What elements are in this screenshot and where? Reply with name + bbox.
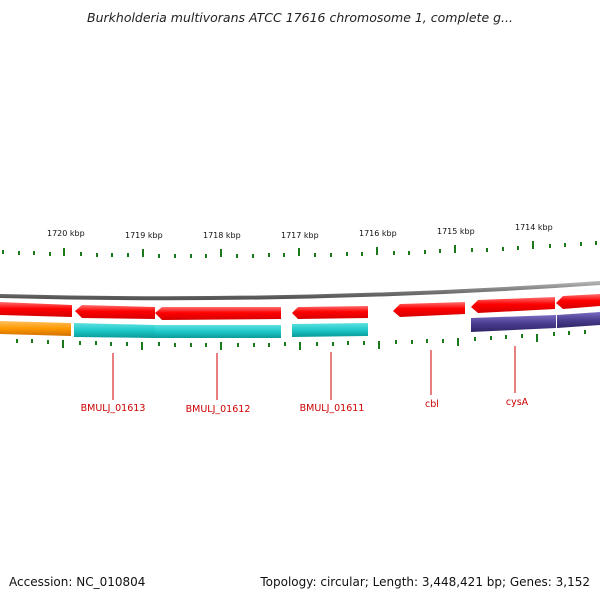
upper-tick-ruler: 1720 kbp 1719 kbp 1718 kbp 1717 kbp 1716… (2, 223, 597, 258)
gene-arrow[interactable] (75, 305, 155, 319)
kbp-label: 1714 kbp (515, 223, 553, 232)
cds-block[interactable] (471, 315, 556, 332)
genome-backbone (0, 281, 600, 301)
gene-arrow[interactable] (292, 306, 368, 319)
map-title: Burkholderia multivorans ATCC 17616 chro… (87, 10, 513, 25)
gene-label-bmulj-01611[interactable]: BMULJ_01611 (300, 403, 365, 414)
gene-label-bmulj-01612[interactable]: BMULJ_01612 (186, 404, 251, 415)
kbp-label: 1718 kbp (203, 231, 241, 240)
cds-track (0, 312, 600, 338)
gene-arrow[interactable] (556, 294, 600, 309)
topology-label: Topology: circular; Length: 3,448,421 bp… (260, 575, 590, 589)
lower-tick-ruler (16, 330, 586, 350)
kbp-label: 1719 kbp (125, 231, 163, 240)
accession-label: Accession: NC_010804 (9, 575, 146, 589)
kbp-label: 1715 kbp (437, 227, 475, 236)
gene-labels: BMULJ_01613 BMULJ_01612 BMULJ_01611 cbl … (81, 346, 529, 415)
kbp-label: 1717 kbp (281, 231, 319, 240)
gene-track (0, 294, 600, 320)
kbp-label: 1720 kbp (47, 229, 85, 238)
cds-block[interactable] (0, 321, 71, 336)
gene-arrow[interactable] (393, 302, 465, 317)
gene-label-cysa[interactable]: cysA (506, 397, 529, 408)
gene-label-cbl[interactable]: cbl (425, 399, 439, 410)
cds-block[interactable] (292, 323, 368, 337)
cds-block[interactable] (74, 323, 155, 338)
gene-arrow[interactable] (0, 302, 72, 317)
cds-block[interactable] (557, 312, 600, 328)
kbp-label: 1716 kbp (359, 229, 397, 238)
cds-block[interactable] (155, 325, 281, 338)
gene-label-bmulj-01613[interactable]: BMULJ_01613 (81, 403, 146, 414)
gene-arrow[interactable] (471, 297, 555, 313)
gene-arrow[interactable] (155, 307, 281, 320)
